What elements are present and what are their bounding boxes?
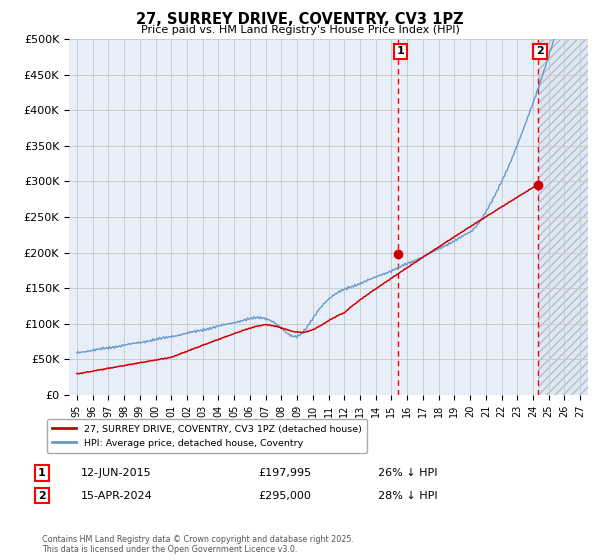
Text: £197,995: £197,995 [258,468,311,478]
Text: 27, SURREY DRIVE, COVENTRY, CV3 1PZ: 27, SURREY DRIVE, COVENTRY, CV3 1PZ [136,12,464,27]
Text: 2: 2 [536,46,544,57]
Text: 26% ↓ HPI: 26% ↓ HPI [378,468,437,478]
Legend: 27, SURREY DRIVE, COVENTRY, CV3 1PZ (detached house), HPI: Average price, detach: 27, SURREY DRIVE, COVENTRY, CV3 1PZ (det… [47,419,367,453]
Text: 15-APR-2024: 15-APR-2024 [81,491,153,501]
Text: Contains HM Land Registry data © Crown copyright and database right 2025.
This d: Contains HM Land Registry data © Crown c… [42,535,354,554]
Text: 1: 1 [38,468,46,478]
Text: £295,000: £295,000 [258,491,311,501]
Text: 2: 2 [38,491,46,501]
Text: Price paid vs. HM Land Registry's House Price Index (HPI): Price paid vs. HM Land Registry's House … [140,25,460,35]
Text: 12-JUN-2015: 12-JUN-2015 [81,468,152,478]
Text: 28% ↓ HPI: 28% ↓ HPI [378,491,437,501]
Bar [538,39,590,395]
Bar [538,39,590,395]
Text: 1: 1 [397,46,405,57]
